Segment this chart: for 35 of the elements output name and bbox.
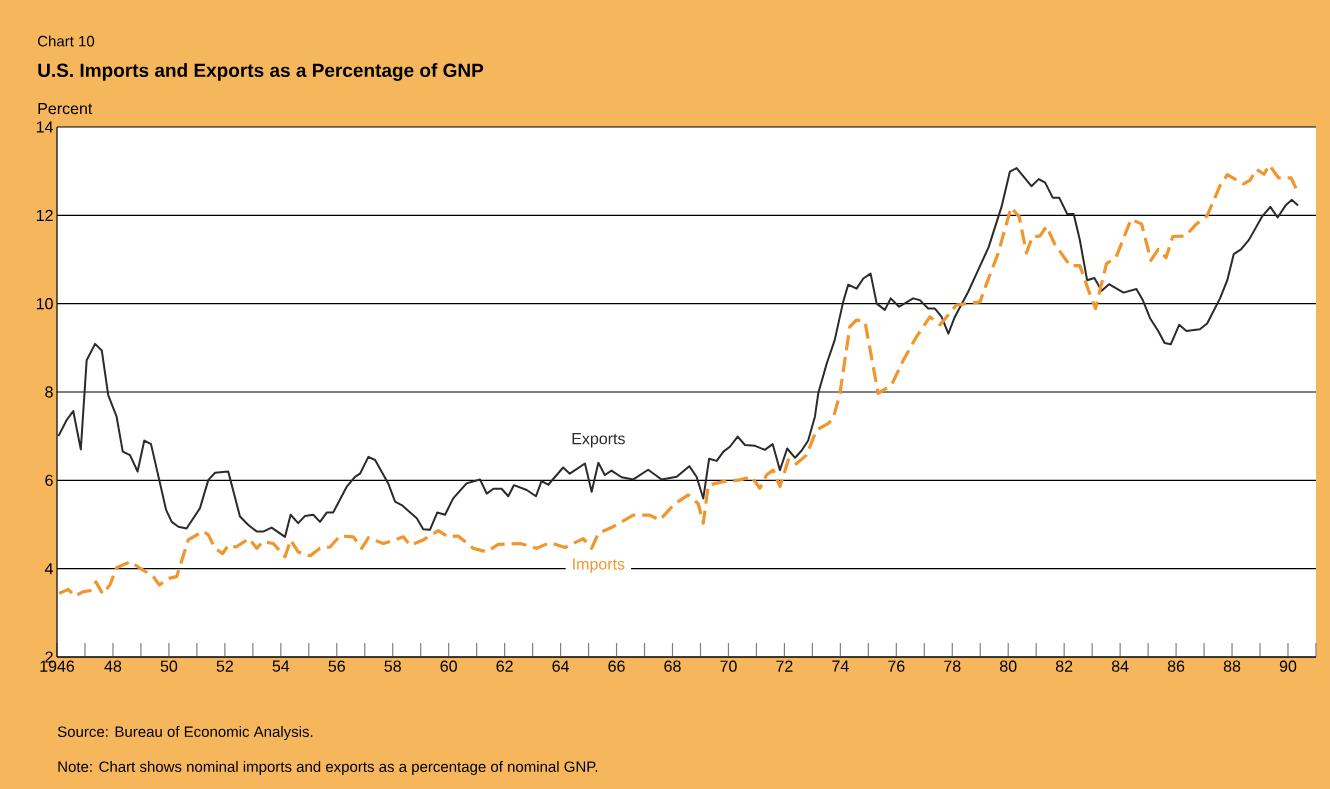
y-tick-label: 12 (36, 209, 53, 221)
x-tick-label: 60 (440, 660, 457, 672)
x-tick-label: 72 (776, 660, 793, 672)
source-note: Source: Bureau of Economic Analysis. (57, 725, 313, 740)
y-tick-label: 6 (45, 474, 53, 486)
x-tick-label: 48 (104, 660, 122, 672)
x-tick-label: 88 (1223, 660, 1241, 672)
x-tick-label: 84 (1111, 660, 1129, 672)
x-tick-label: 74 (832, 660, 849, 672)
chart-subtitle: Chart 10 (37, 35, 95, 47)
x-tick-label: 80 (1000, 660, 1017, 672)
x-tick-label: 52 (216, 660, 233, 672)
x-tick-label: 86 (1167, 660, 1185, 672)
x-tick-label: 90 (1279, 660, 1297, 672)
x-tick-label: 68 (664, 660, 681, 672)
x-tick-label: 50 (160, 660, 178, 672)
x-tick-label: 70 (720, 660, 737, 672)
text: Note: Chart shows nominal imports and exports as a percentage of nominal GNP. (58, 760, 598, 775)
x-tick-label: 64 (552, 660, 570, 672)
x-tick-label: 66 (608, 660, 625, 672)
x-tick-label: 58 (384, 660, 401, 672)
series-label: Exports (572, 433, 625, 448)
y-tick-label: 4 (44, 563, 53, 575)
x-tick-label: 76 (888, 660, 905, 672)
series-label: Imports (573, 558, 625, 573)
y-tick-label: 14 (36, 121, 53, 133)
x-tick-label: 78 (944, 660, 961, 672)
x-tick-label: 56 (328, 660, 345, 672)
x-tick-label: 54 (272, 660, 290, 672)
y-tick-label: 10 (36, 298, 53, 310)
x-tick-label: 62 (496, 660, 513, 672)
y-axis-title: Percent (38, 102, 93, 115)
x-tick-label: 82 (1055, 660, 1073, 672)
y-tick-label: 8 (45, 386, 53, 398)
chart-title: U.S. Imports and Exports as a Percentage of GNP (38, 63, 484, 81)
